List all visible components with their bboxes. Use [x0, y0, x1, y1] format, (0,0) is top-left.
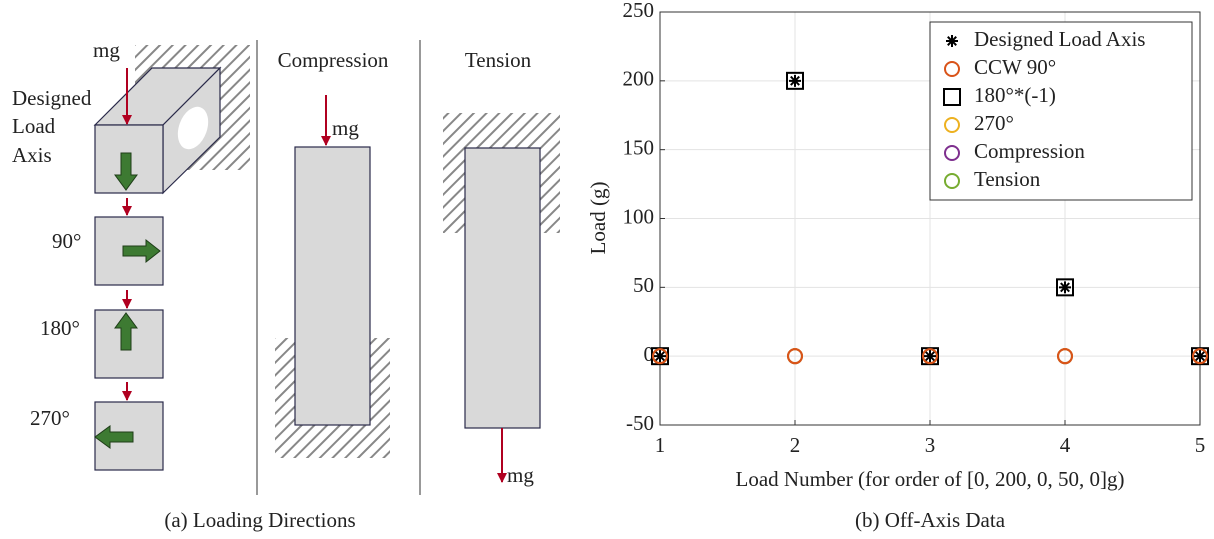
y-tick-label: 150	[623, 135, 655, 159]
angle-label: 90°	[52, 229, 81, 253]
y-tick-label: -50	[626, 411, 654, 435]
legend-label: CCW 90°	[974, 55, 1056, 79]
force-label: mg	[93, 38, 120, 62]
legend-marker	[944, 61, 960, 77]
legend-label: Compression	[974, 139, 1085, 163]
axis-label: Load	[12, 114, 56, 138]
axis-label: Axis	[12, 143, 52, 167]
compression-label: Compression	[278, 48, 389, 72]
direction-arrow	[114, 152, 138, 191]
y-tick-label: 50	[633, 273, 654, 297]
specimen	[464, 147, 541, 429]
force-label: mg	[507, 463, 534, 487]
y-tick-label: 100	[623, 204, 655, 228]
x-tick-label: 2	[790, 433, 801, 457]
direction-arrow	[94, 425, 134, 449]
specimen	[294, 146, 371, 426]
caption: (b) Off-Axis Data	[855, 508, 1006, 532]
legend-label: Designed Load Axis	[974, 27, 1145, 51]
hole	[177, 106, 209, 150]
x-tick-label: 5	[1195, 433, 1206, 457]
point	[1192, 348, 1208, 365]
legend-label: 270°	[974, 111, 1014, 135]
x-tick-label: 4	[1060, 433, 1071, 457]
point	[922, 348, 938, 365]
point	[787, 348, 803, 365]
caption: (a) Loading Directions	[164, 508, 355, 532]
legend-marker	[943, 88, 961, 106]
x-tick-label: 3	[925, 433, 936, 457]
x-axis-label: Load Number (for order of [0, 200, 0, 50…	[736, 467, 1125, 491]
point	[789, 74, 801, 87]
point	[654, 350, 666, 363]
legend-marker	[944, 117, 960, 133]
legend-marker	[944, 173, 960, 189]
point	[1194, 350, 1206, 363]
point	[1056, 278, 1074, 297]
legend-box	[929, 21, 1193, 201]
legend-label: Tension	[974, 167, 1041, 191]
direction-arrow	[122, 238, 161, 264]
diagram: mg Designed Load Axis 90° 180° 270° Comp…	[12, 38, 560, 532]
tension-label: Tension	[465, 48, 532, 72]
legend-marker	[944, 145, 960, 161]
point	[652, 348, 668, 365]
y-axis-label: Load (g)	[586, 182, 610, 255]
y-tick-label: 0	[644, 342, 655, 366]
point	[1057, 348, 1073, 365]
plot-frame	[659, 11, 1201, 426]
x-tick-label: 1	[655, 433, 666, 457]
legend-marker	[946, 35, 958, 47]
y-tick-label: 200	[623, 67, 655, 91]
direction-arrow	[114, 312, 138, 351]
angle-label: 270°	[30, 406, 70, 430]
point	[924, 350, 936, 363]
axis-label: Designed	[12, 86, 92, 110]
force-label: mg	[332, 116, 359, 140]
point	[786, 71, 804, 90]
point	[1059, 281, 1071, 294]
legend-label: 180°*(-1)	[974, 83, 1056, 107]
y-tick-label: 250	[623, 0, 655, 22]
angle-label: 180°	[40, 316, 80, 340]
